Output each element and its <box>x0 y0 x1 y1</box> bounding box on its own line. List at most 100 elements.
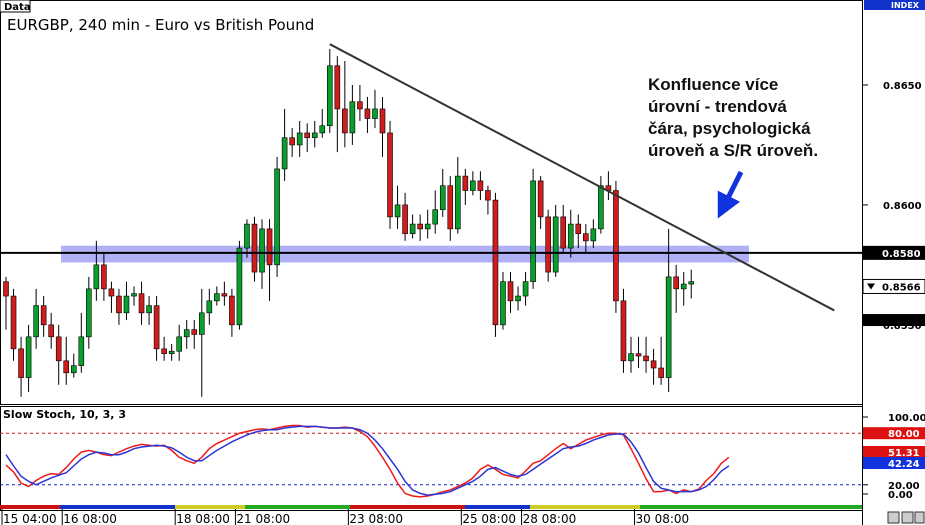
annotation-line: Konfluence více <box>648 75 779 94</box>
candle <box>116 295 122 314</box>
candle <box>658 367 664 378</box>
level-label-box <box>863 245 925 260</box>
candle <box>567 223 574 249</box>
candle <box>304 132 311 139</box>
candle <box>507 281 514 302</box>
candle <box>138 293 145 314</box>
time-tick-label: 28 08:00 <box>523 512 577 525</box>
current-price-marker <box>867 283 875 290</box>
candle <box>168 350 175 354</box>
index-tab-label: INDEX <box>891 1 920 10</box>
candle <box>680 283 687 290</box>
session-segment <box>175 505 245 509</box>
candle <box>229 295 235 326</box>
session-segment <box>350 505 465 509</box>
candle <box>470 180 476 191</box>
candle <box>259 228 265 273</box>
candle <box>394 204 401 218</box>
candle <box>70 365 77 374</box>
candle <box>3 281 9 297</box>
scroll-button-1[interactable] <box>887 511 900 524</box>
scroll-button-3[interactable] <box>914 511 925 524</box>
candle <box>590 228 597 242</box>
candle <box>86 288 92 338</box>
stoch-tick-label: 51.31 <box>888 448 920 459</box>
candle <box>417 223 423 230</box>
price-mask-box <box>863 314 925 327</box>
candle <box>665 276 672 378</box>
time-tick-label: 15 04:00 <box>3 512 57 525</box>
candle <box>78 336 85 366</box>
price-tick-label: 0.8650 <box>883 81 922 92</box>
candle <box>462 175 469 191</box>
candle <box>688 281 695 285</box>
candle <box>146 305 152 314</box>
candle <box>198 312 205 335</box>
candle <box>530 180 536 282</box>
candle <box>251 223 258 273</box>
candle <box>485 190 491 201</box>
candle <box>108 288 115 297</box>
candle <box>123 295 130 314</box>
time-tick-label: 18 08:00 <box>176 512 230 525</box>
candle <box>161 348 167 354</box>
candle <box>552 216 559 273</box>
annotation-line: úroveň a S/R úroveň. <box>648 141 819 160</box>
annotation-arrow <box>717 170 744 219</box>
price-tick-label: 0.8550 <box>883 321 922 332</box>
stoch-tick-label: 20.00 <box>888 481 920 492</box>
candle <box>18 348 24 378</box>
candle <box>40 305 47 326</box>
candle <box>266 228 273 266</box>
candle <box>244 223 250 249</box>
scroll-button-2[interactable] <box>901 511 914 524</box>
session-color-bar <box>0 505 862 509</box>
candle <box>296 132 303 146</box>
candle <box>537 180 544 218</box>
annotation-line: úrovní - trendová <box>648 97 787 116</box>
stoch-label-box <box>863 446 925 458</box>
stoch-tick-label: 0.00 <box>888 490 913 501</box>
session-segment <box>0 505 60 509</box>
stoch-line <box>5 425 730 496</box>
candle <box>620 300 627 362</box>
candle <box>63 360 70 374</box>
current-price-box <box>862 278 925 294</box>
data-tab[interactable] <box>0 0 31 13</box>
trendline <box>329 43 835 312</box>
stoch-tick-label: 80.00 <box>888 429 920 440</box>
stoch-label-box <box>863 457 925 469</box>
candle <box>515 295 521 302</box>
time-tick-label: 25 08:00 <box>462 512 516 525</box>
index-tab[interactable] <box>864 0 925 10</box>
candle <box>214 293 220 302</box>
stoch-label-box <box>863 427 925 440</box>
candle <box>650 360 657 369</box>
candle <box>183 329 190 338</box>
stoch-lines <box>5 424 730 498</box>
candle <box>236 247 243 326</box>
candle <box>673 276 679 290</box>
candle <box>342 108 348 134</box>
candle <box>221 293 228 297</box>
stoch-tick-label: 100.00 <box>888 413 925 424</box>
candle <box>424 223 431 230</box>
candle <box>326 65 333 127</box>
session-segment <box>640 505 862 509</box>
candle <box>409 223 416 234</box>
candle <box>357 101 363 110</box>
time-axis: 15 04:00 16 08:00 18 08:00 21 08:00 23 08:00… <box>1 509 690 525</box>
candle <box>48 324 54 338</box>
candle <box>379 108 386 134</box>
time-tick-label: 30 08:00 <box>636 512 690 525</box>
candle <box>432 209 439 225</box>
main-panel-frame <box>0 0 863 405</box>
data-tab-label: Data <box>4 2 31 13</box>
stoch-line <box>5 424 730 498</box>
candle <box>10 295 17 350</box>
time-tick-label: 16 08:00 <box>63 512 117 525</box>
candle <box>439 185 446 210</box>
session-segment <box>465 505 530 509</box>
stoch-title: Slow Stoch, 10, 3, 3 <box>3 408 126 421</box>
